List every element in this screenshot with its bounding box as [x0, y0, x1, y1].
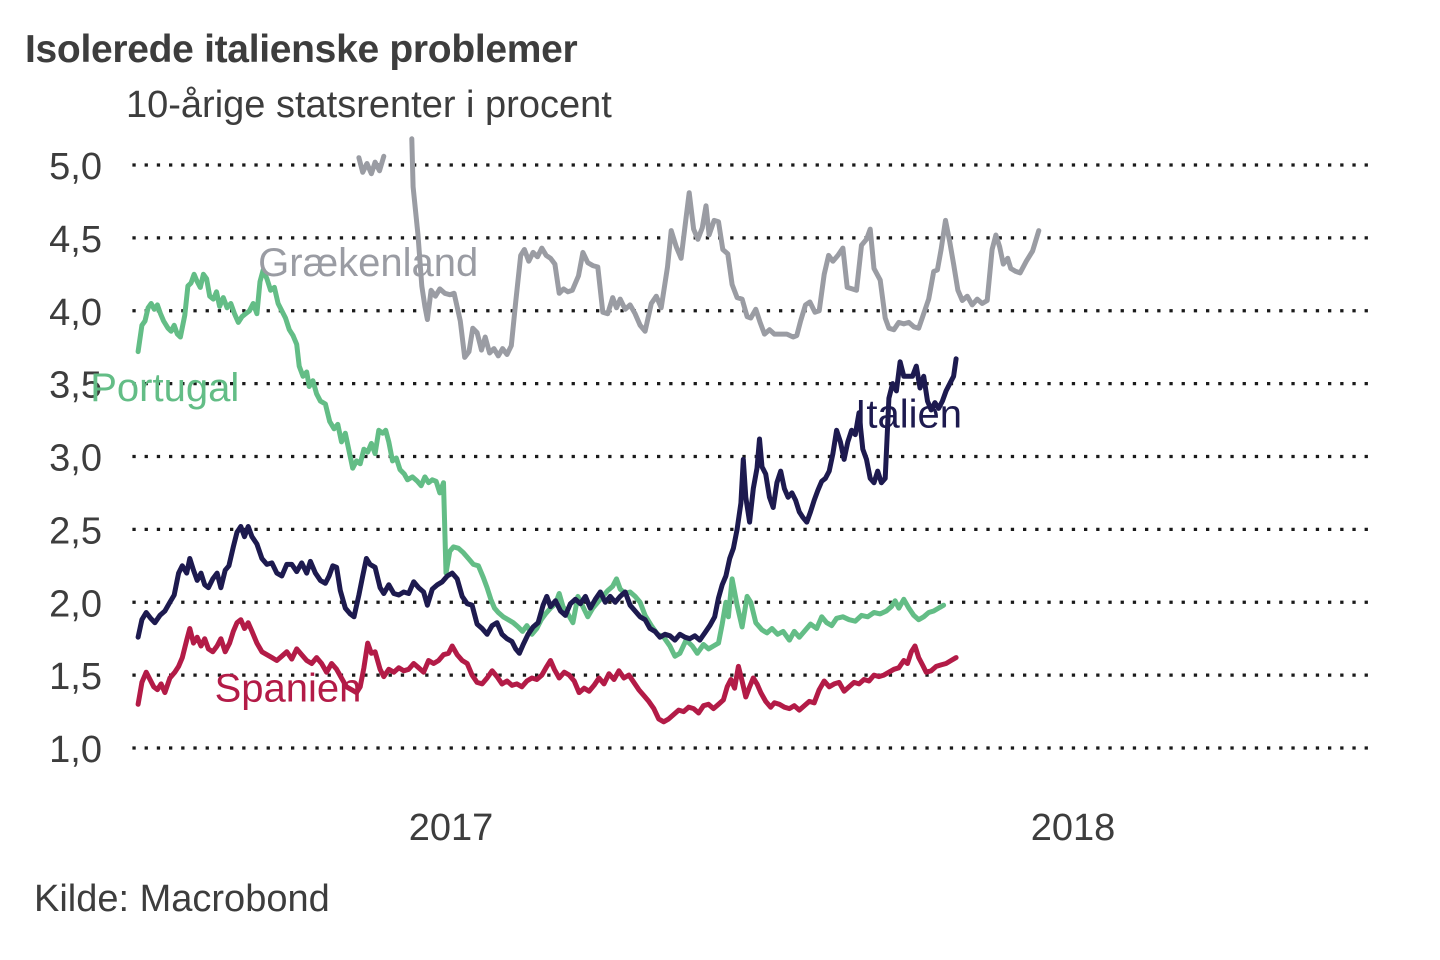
- series-line-italien: [135, 356, 959, 656]
- series-label: Grækenland: [258, 241, 478, 285]
- y-tick-label: 3,5: [49, 365, 102, 407]
- y-tick-label: 2,0: [49, 583, 102, 625]
- series-line-spanien: [135, 617, 959, 725]
- y-axis-ticks: 1,0 1,5 2,0 2,5 3,0 3,5 4,0 4,5 5,0: [49, 146, 102, 771]
- y-tick-label: 2,5: [49, 510, 102, 552]
- series-label: Italien: [855, 392, 962, 436]
- series-line-graekenland: [356, 136, 1042, 360]
- series-label: Spanien: [215, 666, 362, 710]
- series-line-portugal: [135, 267, 947, 659]
- series-label: Portugal: [90, 366, 239, 410]
- y-tick-label: 4,0: [49, 292, 102, 334]
- chart-title: Isolerede italienske problemer: [25, 28, 578, 71]
- series-lines: [135, 136, 1042, 725]
- y-tick-label: 3,0: [49, 438, 102, 480]
- chart-subtitle: 10-årige statsrenter i procent: [126, 84, 612, 126]
- x-axis-ticks: 2017 2018: [409, 807, 1116, 849]
- y-tick-label: 1,5: [49, 656, 102, 698]
- series-labels: Grækenland Portugal Spanien Italien: [90, 241, 962, 711]
- y-tick-label: 1,0: [49, 729, 102, 771]
- x-tick-label: 2018: [1031, 807, 1116, 849]
- y-tick-label: 5,0: [49, 146, 102, 188]
- source-note: Kilde: Macrobond: [34, 878, 330, 920]
- y-tick-label: 4,5: [49, 219, 102, 261]
- x-tick-label: 2017: [409, 807, 494, 849]
